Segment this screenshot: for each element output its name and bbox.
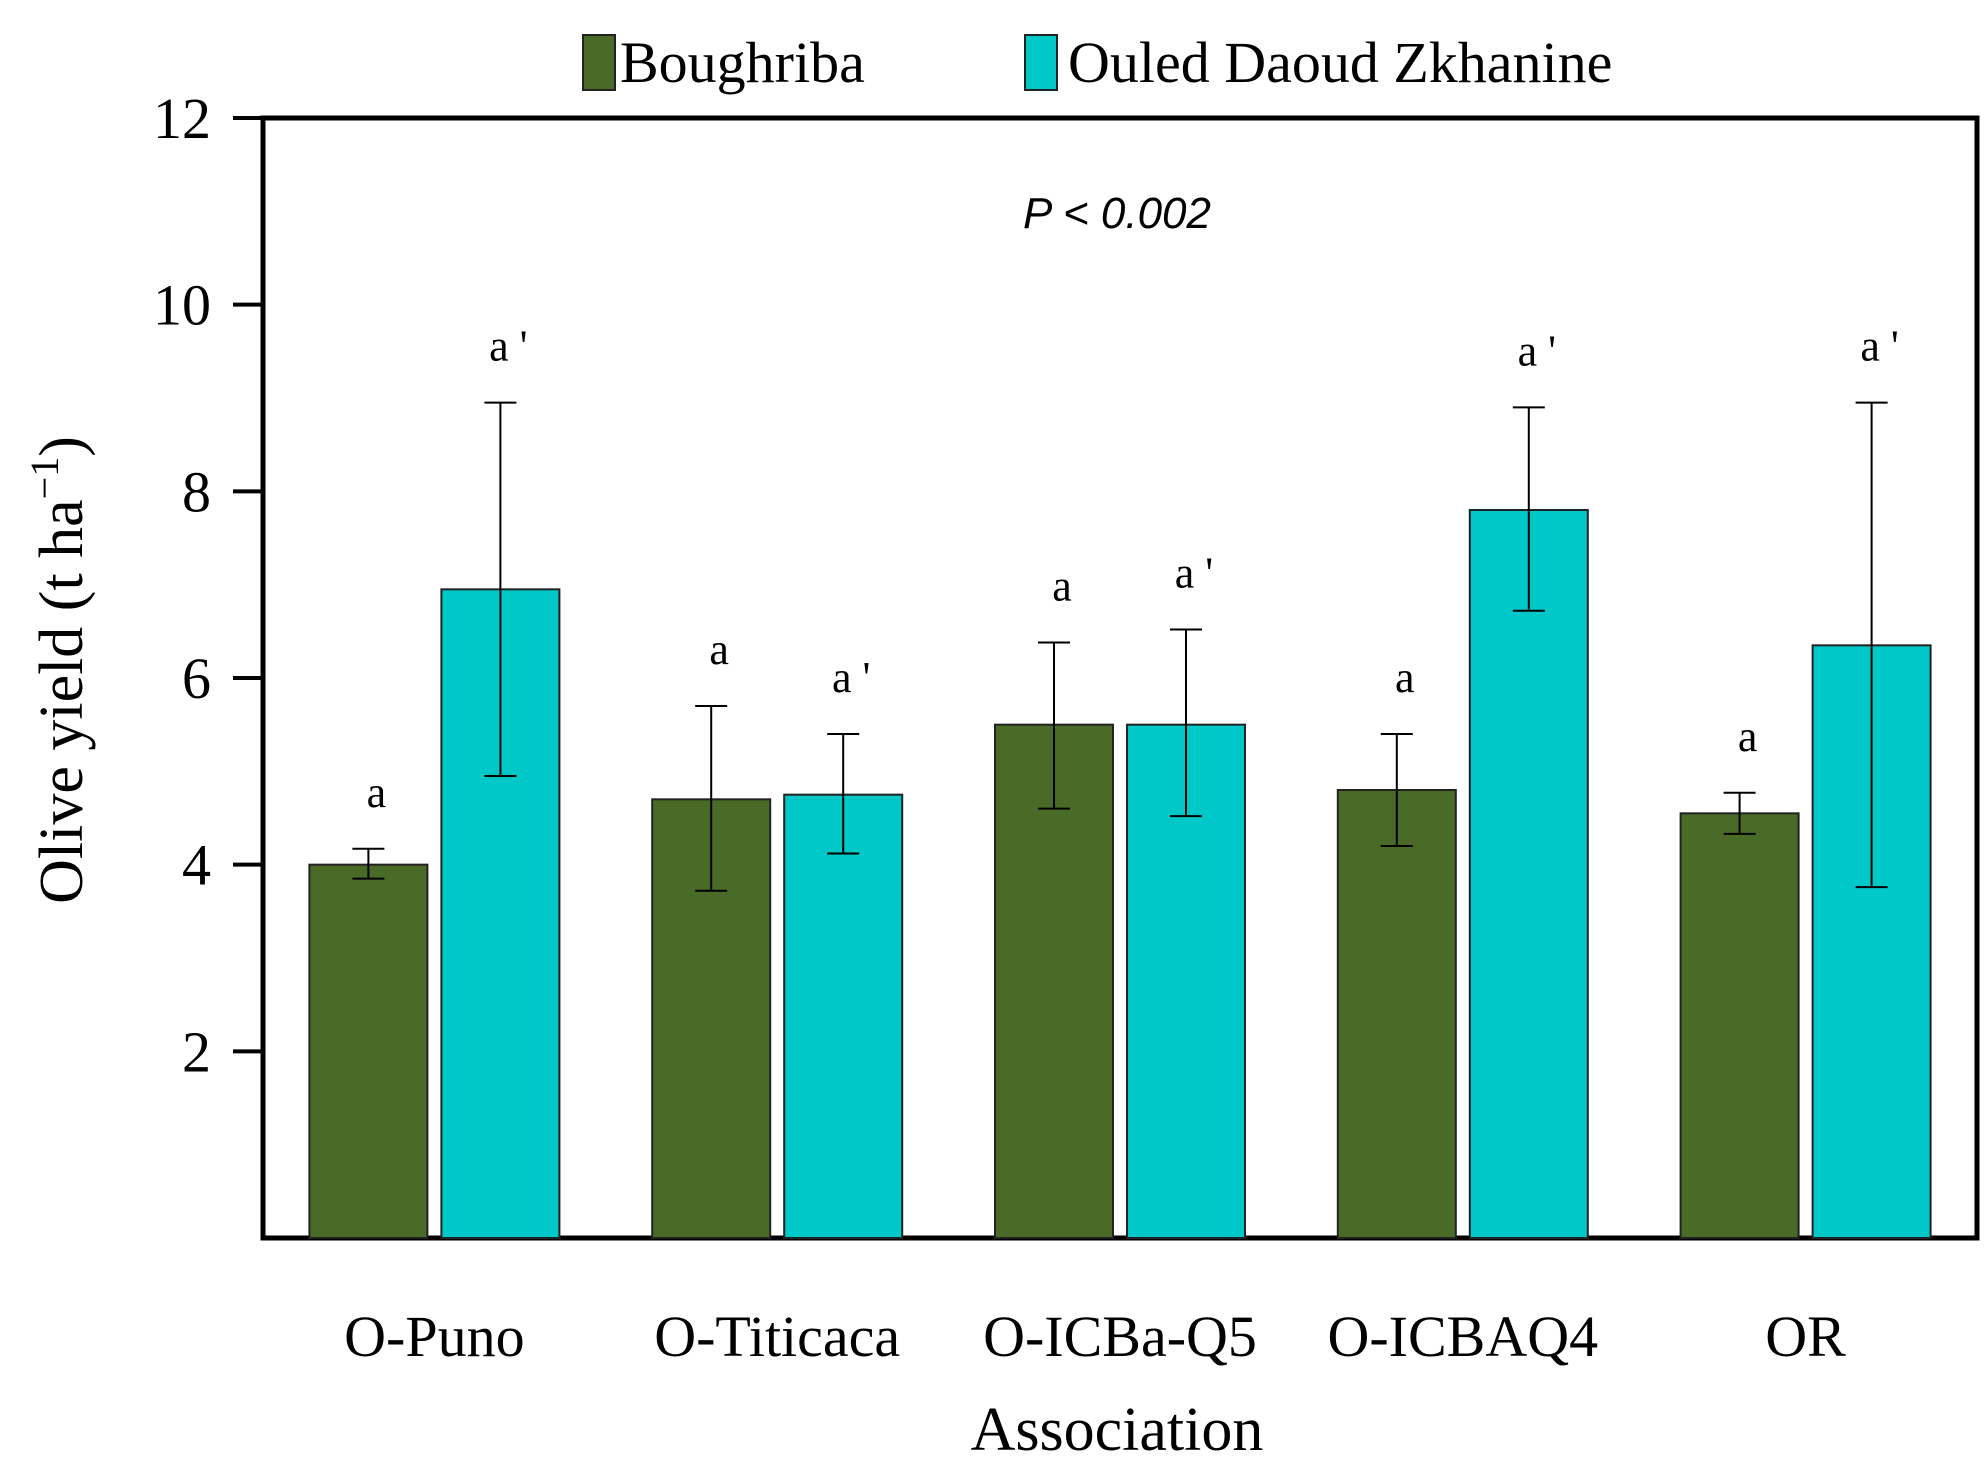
y-tick-label: 2 (182, 1019, 211, 1084)
y-tick-label: 4 (182, 833, 211, 898)
legend: Boughriba Ouled Daoud Zkhanine (582, 30, 1612, 95)
significance-label: a (1395, 653, 1415, 702)
bar (994, 723, 1114, 1239)
x-tick-label: O-Titicaca (654, 1304, 900, 1369)
y-axis-label-main: Olive yield (t ha (28, 499, 96, 904)
significance-label: a (1052, 562, 1072, 611)
significance-label: a ' (489, 322, 527, 371)
significance-label: a ' (832, 653, 870, 702)
y-tick-label: 10 (153, 273, 211, 338)
significance-label: a (709, 625, 729, 674)
p-value-annotation: P < 0.002 (1023, 189, 1211, 238)
bar (308, 863, 429, 1240)
y-tick-label: 12 (153, 86, 211, 151)
significance-label: a ' (1175, 548, 1213, 597)
y-axis-label: Olive yield (t ha−1) (22, 436, 96, 904)
bar (1468, 509, 1589, 1239)
legend-label: Boughriba (620, 30, 865, 95)
significance-label: a ' (1518, 326, 1556, 375)
y-axis-label-superscript: −1 (22, 457, 67, 500)
bar (1336, 789, 1457, 1239)
bar (1679, 812, 1800, 1239)
legend-swatch (1024, 34, 1058, 91)
x-tick-label: O-Puno (344, 1304, 524, 1369)
significance-label: a ' (1860, 322, 1898, 371)
legend-label: Ouled Daoud Zkhanine (1068, 30, 1612, 95)
significance-label: a (367, 768, 387, 817)
y-axis-label-close: ) (28, 436, 96, 457)
plot-area: 2 4 6 8 10 12 a a ' O-Puno a a ' O-Titicaca a a ' O-IC… (153, 86, 1980, 1369)
y-tick-label: 6 (182, 646, 211, 711)
bar (783, 793, 904, 1240)
x-tick-label: OR (1765, 1304, 1846, 1369)
x-axis-label: Association (971, 1396, 1264, 1464)
significance-label: a (1738, 712, 1758, 761)
x-tick-label: O-ICBa-Q5 (983, 1304, 1257, 1369)
legend-swatch (582, 34, 616, 91)
y-tick-label: 8 (182, 459, 211, 524)
x-tick-label: O-ICBAQ4 (1327, 1304, 1598, 1369)
